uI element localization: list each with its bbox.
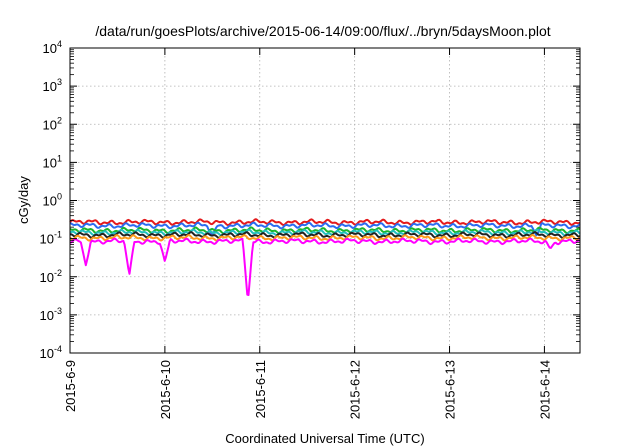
y-tick-label: 10-2 — [40, 268, 62, 285]
y-axis-label: cGy/day — [16, 176, 31, 224]
x-axis: 2015-6-9 2015-6-10 2015-6-11 2015-6-12 2015-… — [63, 48, 552, 419]
x-tick-label: 2015-6-10 — [158, 360, 173, 419]
y-tick-label: 100 — [43, 192, 62, 209]
series-line-1 — [69, 218, 581, 227]
series-line-6 — [69, 233, 581, 242]
series-line-5 — [69, 231, 581, 239]
y-tick-label: 10-1 — [40, 230, 62, 247]
y-axis: 10-4 10-3 10-2 10-1 100 101 102 103 104 — [40, 39, 580, 361]
series-line-2 — [69, 221, 581, 237]
y-tick-label: 10-4 — [40, 344, 62, 361]
x-tick-label: 2015-6-11 — [253, 360, 268, 418]
y-tick-label: 104 — [43, 39, 62, 56]
series-line-7 — [69, 237, 581, 296]
series-layer — [69, 218, 581, 296]
y-tick-label: 10-3 — [40, 306, 62, 323]
x-tick-label: 2015-6-9 — [63, 360, 78, 412]
y-tick-label: 102 — [43, 115, 62, 132]
chart-title: /data/run/goesPlots/archive/2015-06-14/0… — [95, 23, 550, 39]
x-axis-label: Coordinated Universal Time (UTC) — [225, 431, 424, 446]
x-tick-label: 2015-6-14 — [537, 360, 552, 419]
y-tick-label: 101 — [43, 153, 62, 170]
x-tick-label: 2015-6-13 — [443, 360, 458, 419]
x-tick-label: 2015-6-12 — [348, 360, 363, 419]
y-tick-label: 103 — [43, 77, 62, 94]
